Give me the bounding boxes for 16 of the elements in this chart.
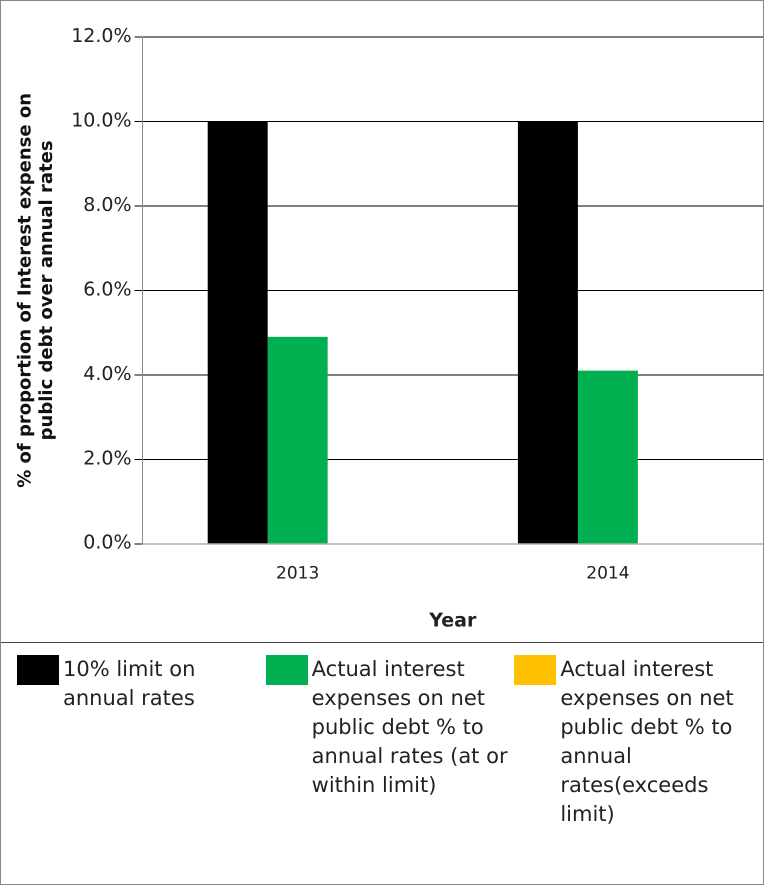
y-tick-label: 10.0% [71, 109, 132, 132]
bar [578, 370, 638, 544]
y-tick-label: 0.0% [83, 532, 132, 554]
y-tick-label: 12.0% [71, 24, 132, 47]
x-axis-title: Year [428, 610, 477, 632]
y-tick-label: 8.0% [83, 194, 132, 216]
legend-label: Actual interest expenses on net public debt % to annual rates (at or within limit) [312, 656, 509, 799]
x-tick-label: 2013 [276, 563, 320, 584]
y-tick-label: 6.0% [83, 278, 132, 300]
y-axis-title: % of proportion of Interest expense on public debt over annual rates [14, 93, 58, 488]
bar [268, 336, 328, 544]
y-tick-label: 2.0% [83, 447, 132, 470]
x-tick-label: 2014 [586, 563, 630, 584]
y-tick-label: 4.0% [83, 362, 132, 385]
legend-label: Actual interest expenses on net public debt % to annual rates(exceeds limit) [560, 656, 735, 828]
legend-label: 10% limit on annual rates [63, 656, 196, 712]
